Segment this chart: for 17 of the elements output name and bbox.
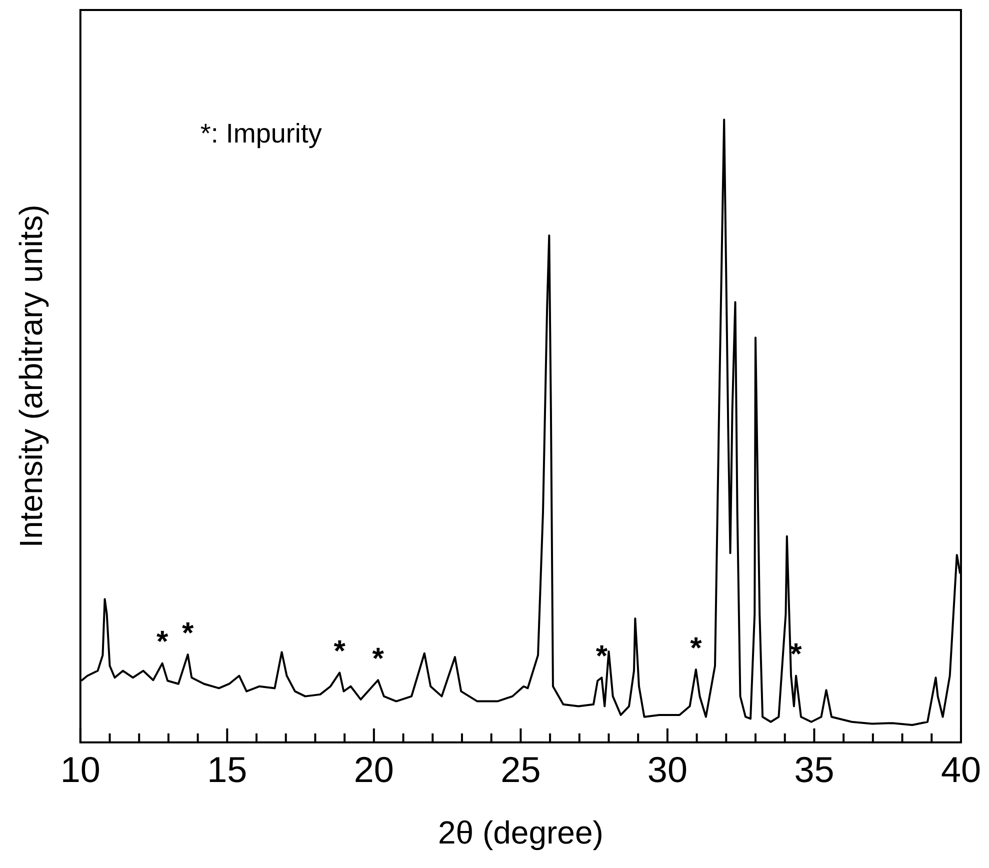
- annotation: *: Impurity: [200, 118, 322, 148]
- x-tick-label: 35: [794, 748, 834, 790]
- x-tick-label: 15: [207, 748, 248, 790]
- annotation: *: [182, 616, 194, 650]
- x-tick-label: 40: [940, 748, 981, 790]
- annotation: *: [596, 640, 608, 673]
- x-tick-label: 25: [500, 748, 541, 790]
- annotation: *: [156, 626, 168, 659]
- x-tick-label: 10: [60, 748, 100, 790]
- x-tick-label: 30: [647, 748, 688, 790]
- annotation: *: [690, 632, 702, 665]
- annotation: *: [334, 634, 346, 668]
- annotation: *: [372, 642, 384, 676]
- x-tick-label: 20: [354, 748, 394, 790]
- annotation: *: [790, 638, 802, 672]
- y-axis-title: Intensity (arbitrary units): [13, 204, 50, 548]
- x-axis-title: 2θ (degree): [438, 814, 604, 851]
